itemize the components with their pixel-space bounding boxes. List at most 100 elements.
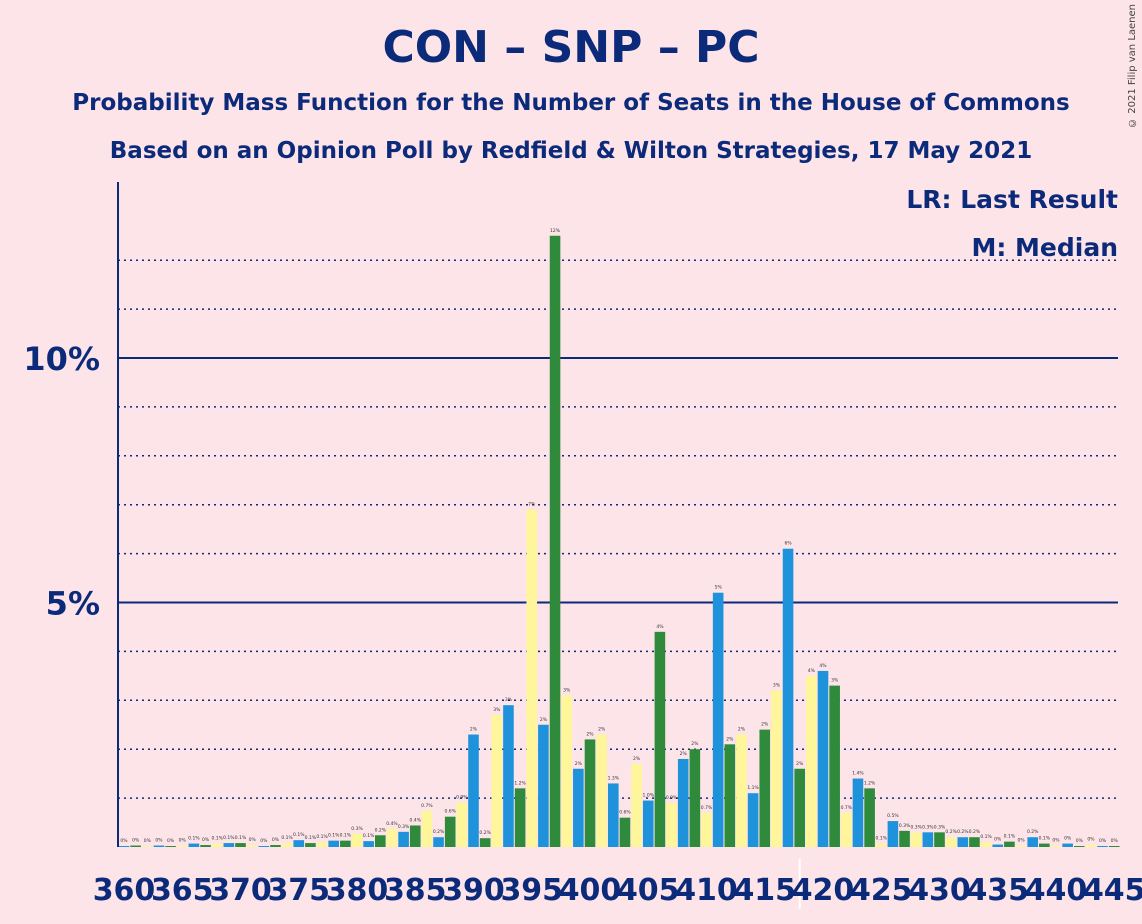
- bar-value-label: 0.2%: [969, 829, 981, 835]
- bar-value-label: 0.4%: [386, 821, 398, 827]
- bar-value-label: 0.6%: [619, 810, 631, 816]
- bar-value-label: 4%: [808, 668, 816, 674]
- bar-seat-376: [305, 843, 316, 847]
- bar-value-label: 0.2%: [945, 829, 957, 835]
- x-tick-label: 365: [151, 873, 214, 908]
- bar-value-label: 0.3%: [910, 824, 922, 830]
- bar-value-label: 0.5%: [887, 813, 899, 819]
- bar-seat-416: [771, 690, 782, 847]
- bar-seat-442: [1074, 846, 1085, 847]
- bar-seat-443: [1085, 844, 1097, 847]
- x-tick-label: 445: [1083, 873, 1142, 908]
- bar-value-label: 0%: [132, 838, 140, 844]
- bar-value-label: 1.2%: [864, 780, 876, 786]
- x-tick-label: 425: [850, 873, 913, 908]
- bar-seat-433: [969, 837, 980, 847]
- chart-subtitle: Probability Mass Function for the Number…: [72, 90, 1070, 116]
- bar-value-label: 1.0%: [643, 793, 655, 799]
- bar-seat-366: [188, 843, 200, 847]
- bar-value-label: 2%: [761, 722, 769, 728]
- bar-seat-378: [328, 840, 339, 847]
- bar-value-label: 0.1%: [188, 836, 200, 842]
- bar-seat-375: [293, 840, 305, 847]
- chart-title: CON – SNP – PC: [382, 22, 760, 73]
- bar-seat-426: [887, 821, 899, 847]
- bar-seat-414: [747, 793, 759, 847]
- x-tick-label: 375: [267, 873, 330, 908]
- bar-value-label: 0.1%: [235, 835, 247, 841]
- bar-seat-360: [118, 846, 130, 847]
- bar-value-label: 2%: [680, 751, 688, 757]
- bar-seat-400: [584, 739, 596, 847]
- bar-value-label: 0.3%: [934, 824, 946, 830]
- legend-median: M: Median: [971, 233, 1118, 262]
- bar-value-label: 2%: [726, 736, 734, 742]
- bar-value-label: 2%: [738, 727, 746, 733]
- bar-seat-402: [608, 783, 619, 847]
- bar-value-label: 1.3%: [608, 775, 620, 781]
- bar-seat-387: [433, 837, 444, 847]
- bar-seat-372: [258, 846, 270, 847]
- bar-value-label: 0.2%: [375, 827, 387, 833]
- bar-value-label: 3%: [831, 678, 839, 684]
- bar-value-label: 0%: [1052, 838, 1060, 844]
- bar-seat-421: [829, 685, 840, 847]
- bar-seat-397: [549, 235, 561, 847]
- bar-value-label: 3%: [505, 697, 513, 703]
- bar-value-label: 0%: [120, 838, 128, 844]
- bar-seat-430: [934, 832, 945, 847]
- axes: 5% 10% 36036537037538038539039540040541041…: [23, 182, 1142, 908]
- bar-seat-409: [689, 749, 701, 847]
- bar-value-label: 0%: [1111, 838, 1119, 844]
- bar-seat-436: [1004, 841, 1015, 847]
- bar-seat-399: [573, 768, 584, 847]
- bar-seat-362: [142, 846, 153, 847]
- bar-value-label: 1.2%: [514, 780, 526, 786]
- bar-seat-386: [421, 810, 433, 847]
- bar-seat-407: [666, 802, 677, 847]
- bar-seat-419: [806, 675, 817, 847]
- x-tick-label: 360: [93, 873, 156, 908]
- bar-seat-377: [316, 842, 328, 847]
- x-tick-label: 410: [675, 873, 738, 908]
- bar-value-label: 0.1%: [876, 836, 888, 842]
- bar-seat-394: [514, 788, 526, 847]
- bar-value-label: 0.2%: [433, 829, 445, 835]
- bar-seat-424: [864, 788, 875, 847]
- x-tick-label: 380: [326, 873, 389, 908]
- bar-value-label: 0.1%: [363, 833, 375, 839]
- bar-value-label: 2%: [575, 761, 583, 767]
- bar-seat-427: [899, 830, 910, 847]
- bars: [118, 235, 1120, 847]
- bar-seat-441: [1062, 843, 1073, 847]
- bar-value-label: 0.3%: [398, 824, 410, 830]
- bar-seat-370: [235, 843, 246, 847]
- bar-seat-391: [479, 838, 491, 847]
- bar-seat-368: [211, 843, 223, 847]
- y-tick-label: 5%: [46, 585, 100, 623]
- bar-seat-435: [992, 844, 1004, 847]
- bar-seat-389: [456, 802, 468, 847]
- bar-seat-425: [875, 843, 887, 847]
- bar-seat-406: [654, 631, 666, 847]
- bar-value-label: 0.1%: [281, 835, 293, 841]
- bar-seat-367: [200, 845, 211, 847]
- bar-value-label: 0.2%: [1027, 829, 1039, 835]
- bar-seat-365: [176, 845, 188, 847]
- x-tick-label: 400: [559, 873, 622, 908]
- x-tick-label: 435: [966, 873, 1029, 908]
- bar-seat-434: [980, 842, 992, 847]
- x-tick-label: 370: [209, 873, 272, 908]
- bar-seat-412: [724, 744, 736, 847]
- bar-seat-381: [363, 841, 374, 847]
- bar-value-label: 2%: [633, 756, 641, 762]
- bar-value-label: 0.2%: [479, 830, 491, 836]
- bar-seat-420: [817, 670, 829, 847]
- bar-value-label: 0.1%: [211, 836, 223, 842]
- bar-seat-417: [782, 548, 794, 847]
- bar-seat-401: [596, 734, 607, 847]
- bar-seat-364: [165, 846, 176, 847]
- bar-value-label: 0.1%: [340, 833, 352, 839]
- bar-seat-390: [468, 734, 479, 847]
